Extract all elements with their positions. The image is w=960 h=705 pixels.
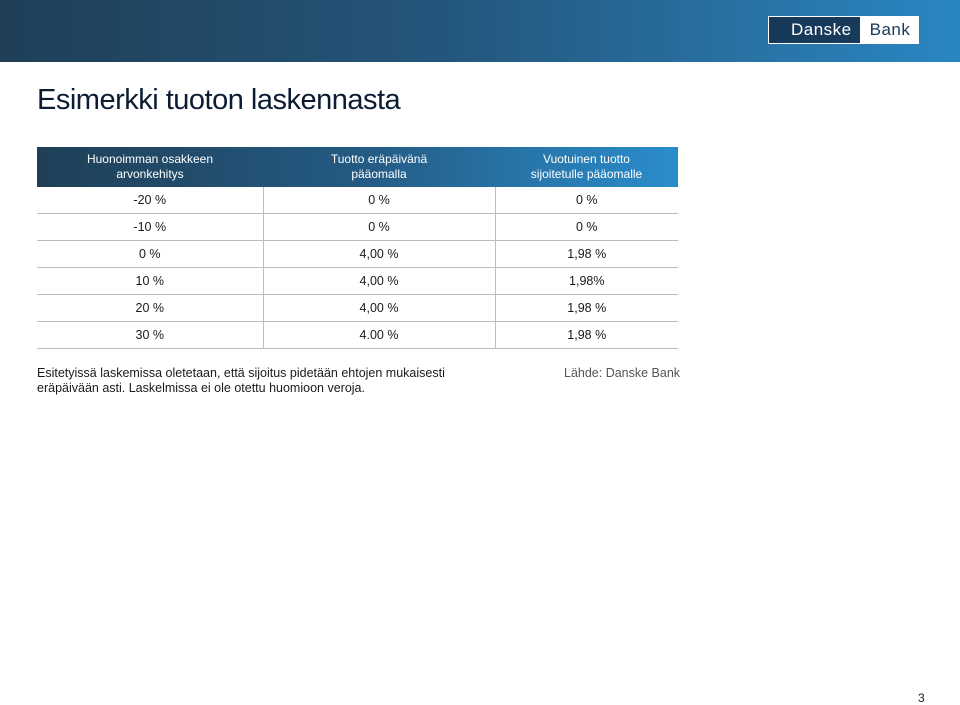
cell-worst-stock: -10 % bbox=[37, 213, 263, 241]
footnote: Esitetyissä laskemissa oletetaan, että s… bbox=[37, 366, 517, 396]
cell-annual-return: 0 % bbox=[494, 187, 678, 214]
cell-annual-return: 0 % bbox=[494, 213, 678, 241]
top-banner: Danske Bank bbox=[0, 0, 960, 62]
header-worst-stock-line2: arvonkehitys bbox=[116, 167, 184, 181]
footnote-line2: eräpäivään asti. Laskelmissa ei ole otet… bbox=[37, 381, 365, 395]
header-annual-return-line1: Vuotuinen tuotto bbox=[543, 152, 630, 166]
source-note: Lähde: Danske Bank bbox=[564, 366, 681, 380]
cell-worst-stock: 0 % bbox=[37, 240, 263, 268]
table-row: 30 % 4.00 % 1,98 % bbox=[37, 321, 678, 349]
cell-annual-return: 1,98 % bbox=[494, 240, 678, 268]
cell-return-maturity: 4,00 % bbox=[262, 267, 495, 295]
page-title: Esimerkki tuoton laskennasta bbox=[37, 84, 401, 116]
header-worst-stock: Huonoimman osakkeen arvonkehitys bbox=[37, 147, 263, 187]
table-row: -20 % 0 % 0 % bbox=[37, 187, 678, 214]
cell-return-maturity: 4,00 % bbox=[262, 240, 495, 268]
header-worst-stock-line1: Huonoimman osakkeen bbox=[86, 152, 214, 166]
footnote-line1: Esitetyissä laskemissa oletetaan, että s… bbox=[37, 366, 445, 380]
cell-annual-return: 1,98% bbox=[494, 267, 678, 295]
table-header-row: Huonoimman osakkeen arvonkehitys Tuotto … bbox=[37, 147, 678, 187]
page-number: 3 bbox=[918, 691, 925, 705]
cell-return-maturity: 4,00 % bbox=[262, 294, 495, 322]
danske-bank-logo: Danske Bank bbox=[768, 16, 920, 44]
header-return-maturity: Tuotto eräpäivänä pääomalla bbox=[263, 147, 495, 187]
cell-return-maturity: 4.00 % bbox=[262, 321, 495, 349]
header-annual-return: Vuotuinen tuotto sijoitetulle pääomalle bbox=[495, 147, 678, 187]
header-return-maturity-line2: pääomalla bbox=[351, 167, 407, 181]
table-row: 10 % 4,00 % 1,98% bbox=[37, 267, 678, 295]
cell-annual-return: 1,98 % bbox=[494, 321, 678, 349]
table-row: 0 % 4,00 % 1,98 % bbox=[37, 240, 678, 268]
cell-worst-stock: -20 % bbox=[37, 187, 263, 214]
cell-annual-return: 1,98 % bbox=[494, 294, 678, 322]
cell-worst-stock: 20 % bbox=[37, 294, 263, 322]
cell-worst-stock: 10 % bbox=[37, 267, 263, 295]
table-row: -10 % 0 % 0 % bbox=[37, 213, 678, 241]
cell-return-maturity: 0 % bbox=[262, 187, 495, 214]
cell-return-maturity: 0 % bbox=[262, 213, 495, 241]
header-annual-return-line2: sijoitetulle pääomalle bbox=[530, 167, 643, 181]
table-row: 20 % 4,00 % 1,98 % bbox=[37, 294, 678, 322]
header-return-maturity-line1: Tuotto eräpäivänä bbox=[330, 152, 428, 166]
logo-text-bank: Bank bbox=[859, 17, 919, 43]
logo-text-danske: Danske bbox=[769, 17, 860, 43]
cell-worst-stock: 30 % bbox=[37, 321, 263, 349]
returns-table: Huonoimman osakkeen arvonkehitys Tuotto … bbox=[37, 147, 678, 349]
